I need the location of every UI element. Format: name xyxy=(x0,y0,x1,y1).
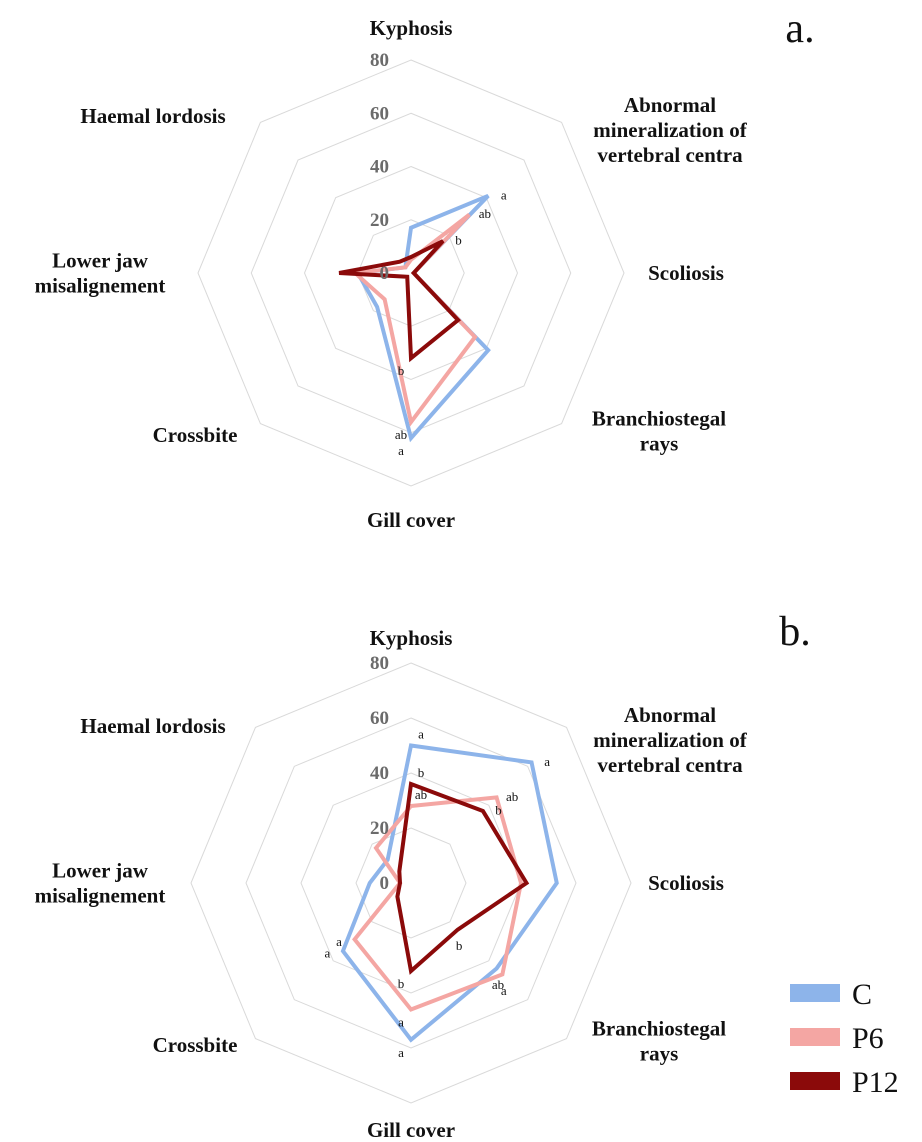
significance-label: b xyxy=(495,803,502,818)
legend-label: P6 xyxy=(852,1022,884,1055)
series-line xyxy=(352,795,524,1012)
series-line xyxy=(338,239,462,363)
category-label: Branchiostegal rays xyxy=(592,1017,726,1066)
grid-line xyxy=(355,827,467,939)
series-line xyxy=(340,743,559,1043)
category-label: Haemal lordosis xyxy=(80,104,225,128)
category-label: Lower jaw misalignement xyxy=(35,859,166,908)
r-tick-label: 60 xyxy=(370,708,389,729)
series-line xyxy=(350,213,478,427)
r-tick-label: 80 xyxy=(370,653,389,674)
significance-label: ab xyxy=(492,977,504,992)
significance-label: b xyxy=(398,976,405,991)
significance-label: b xyxy=(398,363,405,378)
significance-label: a xyxy=(398,1015,404,1030)
r-tick-label: 20 xyxy=(370,210,389,231)
r-tick-label: 0 xyxy=(380,263,390,284)
legend-label: P12 xyxy=(852,1066,899,1099)
category-label: Scoliosis xyxy=(648,261,724,285)
significance-label: a xyxy=(544,754,550,769)
grid-line xyxy=(303,165,519,381)
legend-label: C xyxy=(852,978,872,1011)
category-label: Crossbite xyxy=(153,423,238,447)
chart-title: a. xyxy=(785,6,814,52)
significance-label: b xyxy=(456,938,463,953)
grid-line xyxy=(245,717,577,1049)
legend-swatch xyxy=(790,1072,840,1090)
category-label: Kyphosis xyxy=(370,626,453,650)
r-tick-label: 80 xyxy=(370,50,389,71)
category-label: Abnormal mineralization of vertebral centr… xyxy=(593,703,747,777)
r-tick-label: 0 xyxy=(380,873,390,894)
significance-label: b xyxy=(418,765,425,780)
significance-label: a xyxy=(324,945,330,960)
significance-label: ab xyxy=(479,206,491,221)
grid-line xyxy=(190,662,632,1104)
grid-line xyxy=(300,772,522,994)
chart-title: b. xyxy=(779,609,811,655)
grid-line xyxy=(197,59,625,487)
significance-label: a xyxy=(398,1045,404,1060)
r-tick-label: 40 xyxy=(370,157,389,178)
significance-label: a xyxy=(336,934,342,949)
series-line xyxy=(354,193,491,443)
category-label: Lower jaw misalignement xyxy=(35,249,166,298)
significance-label: a xyxy=(418,727,424,742)
category-label: Crossbite xyxy=(153,1033,238,1057)
significance-label: ab xyxy=(395,427,407,442)
category-label: Branchiostegal rays xyxy=(592,407,726,456)
category-label: Gill cover xyxy=(367,1118,455,1142)
category-label: Gill cover xyxy=(367,508,455,532)
legend: C P6 P12 xyxy=(790,978,899,1099)
radar-chart: Kyphosis Abnormal mineralization of vertebr… xyxy=(35,6,815,532)
category-label: Haemal lordosis xyxy=(80,714,225,738)
significance-label: a xyxy=(398,443,404,458)
significance-label: ab xyxy=(506,789,518,804)
category-label: Abnormal mineralization of vertebral centr… xyxy=(593,93,747,167)
significance-label: a xyxy=(501,187,507,202)
significance-label: a xyxy=(501,983,507,998)
category-label: Scoliosis xyxy=(648,871,724,895)
category-label: Kyphosis xyxy=(370,16,453,40)
legend-swatch xyxy=(790,984,840,1002)
series-line xyxy=(395,781,530,975)
r-tick-label: 40 xyxy=(370,763,389,784)
legend-swatch xyxy=(790,1028,840,1046)
significance-label: b xyxy=(455,233,462,248)
radar-chart: Kyphosis Abnormal mineralization of vertebr… xyxy=(35,609,811,1142)
significance-label: ab xyxy=(415,787,427,802)
r-tick-label: 20 xyxy=(370,818,389,839)
r-tick-label: 60 xyxy=(370,103,389,124)
